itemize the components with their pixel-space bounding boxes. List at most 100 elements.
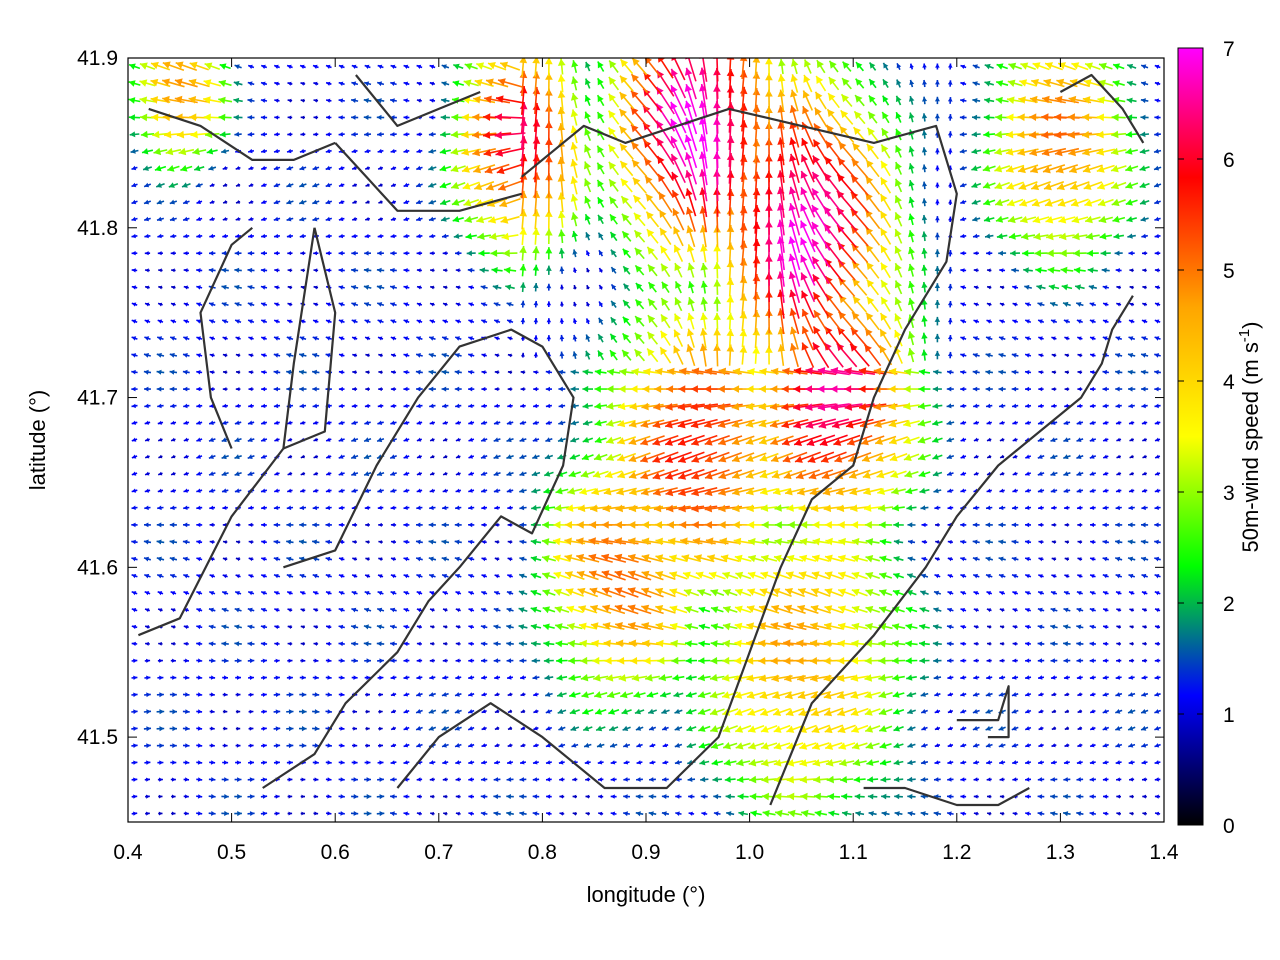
wind-vector-head <box>545 691 551 697</box>
wind-vector-head <box>865 742 874 750</box>
wind-vector-head <box>301 726 307 732</box>
wind-vector-head <box>314 794 319 799</box>
wind-vector-head <box>630 657 638 665</box>
wind-vector-head <box>580 656 588 665</box>
wind-vector-head <box>758 639 766 648</box>
wind-vector-head <box>1089 777 1094 782</box>
wind-vector-head <box>907 793 913 800</box>
wind-vector-head <box>300 591 305 596</box>
wind-vector-head <box>327 675 332 680</box>
wind-vector-head <box>416 726 422 731</box>
wind-vector-head <box>533 726 538 731</box>
wind-vector-head <box>363 624 369 630</box>
wind-vector-head <box>670 622 678 631</box>
wind-vector-head <box>837 709 846 717</box>
wind-vector-head <box>159 726 165 732</box>
wind-vector-head <box>642 639 650 648</box>
wind-vector-head <box>133 658 138 663</box>
wind-vector-head <box>623 811 628 817</box>
wind-vector-head <box>390 641 395 647</box>
wind-vector-head <box>1103 608 1108 613</box>
wind-vector-head <box>722 622 731 631</box>
wind-vector-head <box>532 811 538 816</box>
wind-vector-head <box>1076 777 1081 782</box>
wind-vector-head <box>131 608 137 613</box>
wind-vector-head <box>1037 624 1043 630</box>
wind-vector-head <box>1012 625 1017 629</box>
wind-vector-head <box>1103 794 1107 799</box>
wind-vector-head <box>669 605 678 613</box>
wind-vector-head <box>1141 725 1147 731</box>
wind-vector-head <box>351 607 357 613</box>
wind-vector-head <box>520 760 525 765</box>
wind-vector-head <box>615 639 624 648</box>
wind-vector-head <box>390 777 395 782</box>
wind-vector-head <box>842 810 848 817</box>
wind-vector-head <box>771 674 779 683</box>
wind-vector-head <box>565 588 574 596</box>
wind-vector-head <box>327 743 332 748</box>
wind-vector-head <box>1115 726 1121 731</box>
wind-vector-head <box>672 674 680 681</box>
wind-vector-head <box>785 691 793 700</box>
wind-vector-head <box>921 726 927 731</box>
wind-vector-head <box>159 760 164 765</box>
wind-vector-head <box>688 794 693 799</box>
wind-vector-head <box>403 760 408 765</box>
wind-vector-head <box>1155 608 1160 613</box>
wind-vector-head <box>840 776 848 784</box>
wind-vector-head <box>520 726 525 730</box>
wind-vector-head <box>880 759 887 766</box>
wind-vector-head <box>196 591 201 596</box>
wind-vector-head <box>686 708 693 715</box>
wind-vector-head <box>506 777 512 782</box>
wind-vector-head <box>1025 658 1030 663</box>
wind-vector-head <box>172 760 177 765</box>
wind-vector-head <box>481 658 486 663</box>
wind-vector-head <box>934 726 940 731</box>
wind-vector-head <box>636 777 641 782</box>
wind-vector-head <box>210 675 216 680</box>
wind-vector-head <box>275 658 280 663</box>
wind-vector-head <box>543 640 550 647</box>
wind-vector-head <box>636 760 642 765</box>
wind-vector-head <box>224 777 229 782</box>
wind-vector-head <box>810 622 818 630</box>
wind-vector-head <box>507 760 512 765</box>
wind-vector-head <box>236 760 241 765</box>
wind-vector-head <box>585 794 590 799</box>
wind-vector-head <box>893 759 900 766</box>
wind-vector-head <box>809 657 818 665</box>
wind-vector-head <box>1063 794 1068 800</box>
wind-vector-head <box>662 726 668 731</box>
wind-vector-head <box>494 692 499 697</box>
wind-vector-head <box>878 639 886 648</box>
wind-vector-head <box>823 639 832 648</box>
wind-vector-head <box>1103 624 1108 630</box>
wind-vector-head <box>660 691 667 698</box>
wind-vector-head <box>725 793 731 800</box>
wind-vector-head <box>879 606 887 614</box>
wind-vector-head <box>366 658 371 664</box>
wind-vector-head <box>648 794 654 800</box>
wind-vector-head <box>947 709 953 714</box>
wind-vector-head <box>736 776 744 783</box>
wind-vector-head <box>783 639 791 648</box>
wind-vector-head <box>580 674 589 682</box>
wind-vector-head <box>960 777 965 782</box>
wind-vector-head <box>493 777 499 782</box>
wind-vector-head <box>364 591 370 596</box>
wind-vector-head <box>662 777 667 782</box>
wind-vector-head <box>726 811 732 817</box>
wind-vector-head <box>749 793 757 801</box>
wind-vector-head <box>379 743 383 748</box>
wind-vector-head <box>826 775 834 784</box>
wind-vector-head <box>237 658 242 664</box>
wind-vector-head <box>545 726 551 731</box>
wind-vector-head <box>584 760 590 765</box>
wind-vector-head <box>868 811 874 817</box>
wind-vector-head <box>583 725 590 732</box>
wind-vector-head <box>614 604 623 612</box>
wind-vector-head <box>786 759 795 767</box>
wind-vector-head <box>864 656 872 665</box>
